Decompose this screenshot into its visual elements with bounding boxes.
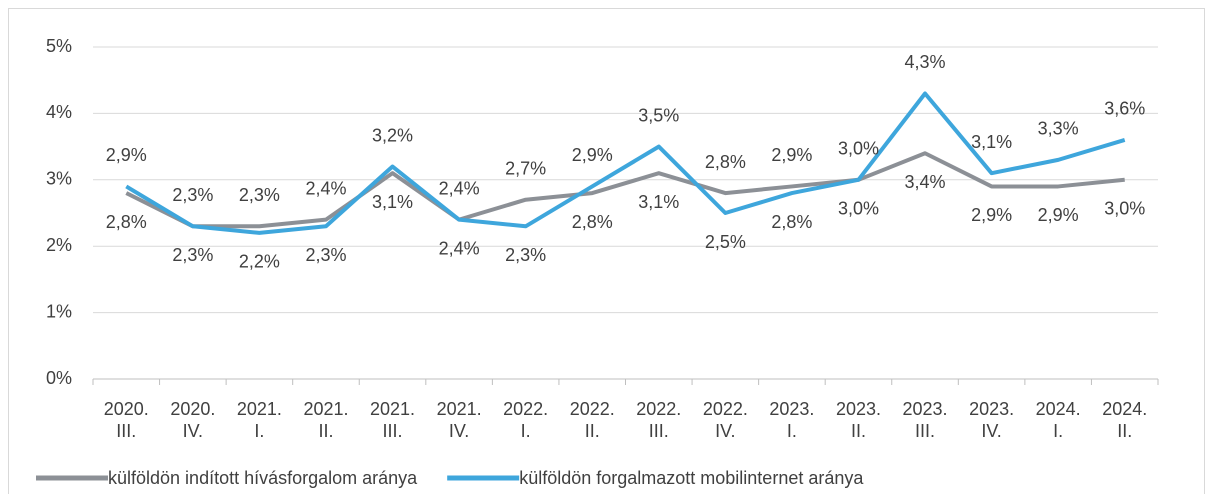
x-tick-label: 2023. xyxy=(969,399,1014,419)
series-line xyxy=(125,151,1125,229)
data-label: 3,0% xyxy=(1104,199,1145,219)
data-label: 3,1% xyxy=(638,192,679,212)
y-tick-label: 1% xyxy=(46,301,72,321)
x-tick-label: 2021. xyxy=(370,399,415,419)
x-tick-label: 2023. xyxy=(903,399,948,419)
y-tick-label: 2% xyxy=(46,235,72,255)
legend-label: külföldön forgalmazott mobilinternet ará… xyxy=(519,468,864,488)
x-tick-label: IV. xyxy=(715,421,735,441)
y-tick-label: 4% xyxy=(46,102,72,122)
x-tick-label: II. xyxy=(585,421,600,441)
x-tick-label: 2021. xyxy=(237,399,282,419)
x-tick-label: III. xyxy=(649,421,669,441)
x-tick-label: 2022. xyxy=(570,399,615,419)
data-label: 3,1% xyxy=(372,192,413,212)
x-tick-label: II. xyxy=(1117,421,1132,441)
x-tick-label: 2023. xyxy=(769,399,814,419)
data-label: 2,8% xyxy=(572,212,613,232)
data-label: 2,8% xyxy=(771,212,812,232)
data-label: 3,3% xyxy=(1038,119,1079,139)
x-tick-label: II. xyxy=(851,421,866,441)
x-tick-label: I. xyxy=(254,421,264,441)
data-label: 2,8% xyxy=(705,152,746,172)
x-tick-label: IV. xyxy=(183,421,203,441)
data-label: 2,9% xyxy=(1038,205,1079,225)
x-tick-label: IV. xyxy=(981,421,1001,441)
data-label: 2,4% xyxy=(305,178,346,198)
data-label: 3,4% xyxy=(905,172,946,192)
data-label: 2,9% xyxy=(106,145,147,165)
x-tick-label: III. xyxy=(383,421,403,441)
data-label: 2,3% xyxy=(505,245,546,265)
data-label: 4,3% xyxy=(905,52,946,72)
legend-label: külföldön indított hívásforgalom aránya xyxy=(108,468,418,488)
x-tick-label: 2021. xyxy=(437,399,482,419)
x-tick-label: IV. xyxy=(449,421,469,441)
data-label: 2,8% xyxy=(106,212,147,232)
data-label: 2,3% xyxy=(239,185,280,205)
data-label: 2,7% xyxy=(505,158,546,178)
data-label: 2,4% xyxy=(439,238,480,258)
x-tick-label: II. xyxy=(318,421,333,441)
y-tick-label: 0% xyxy=(46,368,72,388)
x-tick-label: I. xyxy=(787,421,797,441)
series-line xyxy=(125,91,1126,235)
data-label: 3,5% xyxy=(638,105,679,125)
x-tick-label: 2023. xyxy=(836,399,881,419)
data-label: 2,9% xyxy=(572,145,613,165)
x-tick-label: I. xyxy=(521,421,531,441)
data-label: 2,3% xyxy=(305,245,346,265)
data-label: 2,3% xyxy=(172,245,213,265)
data-label: 2,2% xyxy=(239,252,280,272)
data-label: 2,4% xyxy=(439,178,480,198)
data-label: 3,0% xyxy=(838,199,879,219)
x-tick-label: 2022. xyxy=(703,399,748,419)
data-label: 3,0% xyxy=(838,139,879,159)
x-tick-label: 2020. xyxy=(170,399,215,419)
x-tick-label: III. xyxy=(915,421,935,441)
x-tick-label: 2022. xyxy=(503,399,548,419)
data-label: 3,1% xyxy=(971,132,1012,152)
x-tick-label: 2024. xyxy=(1102,399,1147,419)
data-label: 3,2% xyxy=(372,125,413,145)
x-tick-label: I. xyxy=(1053,421,1063,441)
data-label: 2,9% xyxy=(771,145,812,165)
y-tick-label: 3% xyxy=(46,169,72,189)
x-tick-label: 2024. xyxy=(1036,399,1081,419)
data-label: 2,9% xyxy=(971,205,1012,225)
data-label: 3,6% xyxy=(1104,99,1145,119)
x-tick-label: III. xyxy=(116,421,136,441)
x-tick-label: 2022. xyxy=(636,399,681,419)
x-tick-label: 2021. xyxy=(303,399,348,419)
y-tick-label: 5% xyxy=(46,36,72,56)
x-tick-label: 2020. xyxy=(104,399,149,419)
data-label: 2,3% xyxy=(172,185,213,205)
data-label: 2,5% xyxy=(705,232,746,252)
